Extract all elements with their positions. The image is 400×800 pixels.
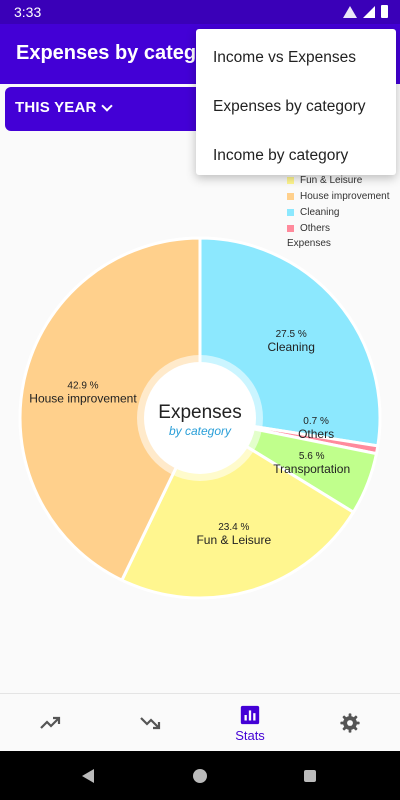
legend-swatch: [287, 224, 294, 232]
slice-category-label: House improvement: [29, 391, 137, 405]
slice-category-label: Transportation: [273, 462, 350, 476]
bar-chart-icon: [240, 705, 260, 724]
bottom-navigation: Stats: [0, 693, 400, 751]
slice-percent-label: 27.5 %: [276, 329, 307, 340]
expenses-pie-chart[interactable]: Expenses by category 27.5 %Cleaning 0.7 %…: [0, 230, 400, 600]
legend-entry: Others: [287, 220, 397, 236]
gear-icon: [340, 713, 360, 733]
trending-down-icon: [140, 717, 161, 730]
center-title: Expenses: [158, 402, 241, 423]
home-icon[interactable]: [193, 769, 207, 783]
donut-hole: [144, 362, 256, 474]
slice-category-label: Fun & Leisure: [196, 533, 271, 547]
legend-label: House improvement: [300, 190, 390, 202]
report-type-menu: Income vs Expenses Expenses by category …: [196, 29, 396, 175]
page-title: Expenses by category: [16, 42, 228, 64]
center-subtitle: by category: [169, 424, 232, 438]
menu-item-income-by-category[interactable]: Income by category: [213, 146, 349, 164]
nav-stats[interactable]: Stats: [200, 694, 300, 752]
menu-item-expenses-by-category[interactable]: Expenses by category: [213, 97, 366, 115]
recents-icon[interactable]: [304, 770, 316, 782]
chevron-down-icon: [100, 99, 113, 112]
legend-label: Cleaning: [300, 206, 340, 218]
battery-icon: [381, 5, 388, 18]
legend-entry: Fun & Leisure: [287, 172, 397, 188]
legend-label: Fun & Leisure: [300, 174, 363, 186]
back-icon[interactable]: [82, 769, 94, 783]
signal-icon: [363, 5, 375, 18]
legend-label: Others: [300, 222, 331, 234]
chart-legend: Fun & Leisure House improvement Cleaning…: [287, 172, 397, 252]
slice-category-label: Cleaning: [268, 340, 315, 354]
menu-item-income-vs-expenses[interactable]: Income vs Expenses: [213, 48, 357, 66]
legend-swatch: [287, 208, 294, 216]
wifi-icon: [343, 5, 357, 18]
nav-income[interactable]: [0, 694, 100, 752]
legend-entry: House improvement: [287, 188, 397, 204]
period-label: THIS YEAR: [15, 99, 97, 116]
period-card: THIS YEAR: [5, 87, 205, 131]
slice-percent-label: 0.7 %: [303, 416, 329, 427]
pie-slice-house-improvement[interactable]: [18, 236, 202, 583]
nav-settings[interactable]: [300, 694, 400, 752]
system-navigation-bar: [0, 751, 400, 800]
period-dropdown-button[interactable]: THIS YEAR: [15, 99, 113, 116]
legend-entry: Cleaning: [287, 204, 397, 220]
status-time: 3:33: [14, 4, 42, 20]
slice-percent-label: 5.6 %: [299, 451, 325, 462]
legend-swatch: [287, 192, 294, 200]
nav-expenses[interactable]: [100, 694, 200, 752]
legend-swatch: [287, 176, 294, 184]
nav-stats-label: Stats: [235, 727, 265, 743]
slice-category-label: Others: [298, 427, 334, 441]
slice-percent-label: 23.4 %: [218, 522, 249, 533]
status-bar: 3:33: [0, 0, 400, 24]
legend-description: Expenses: [287, 238, 331, 249]
trending-up-icon: [40, 716, 61, 729]
status-icons: [343, 5, 388, 18]
slice-percent-label: 42.9 %: [67, 380, 98, 391]
